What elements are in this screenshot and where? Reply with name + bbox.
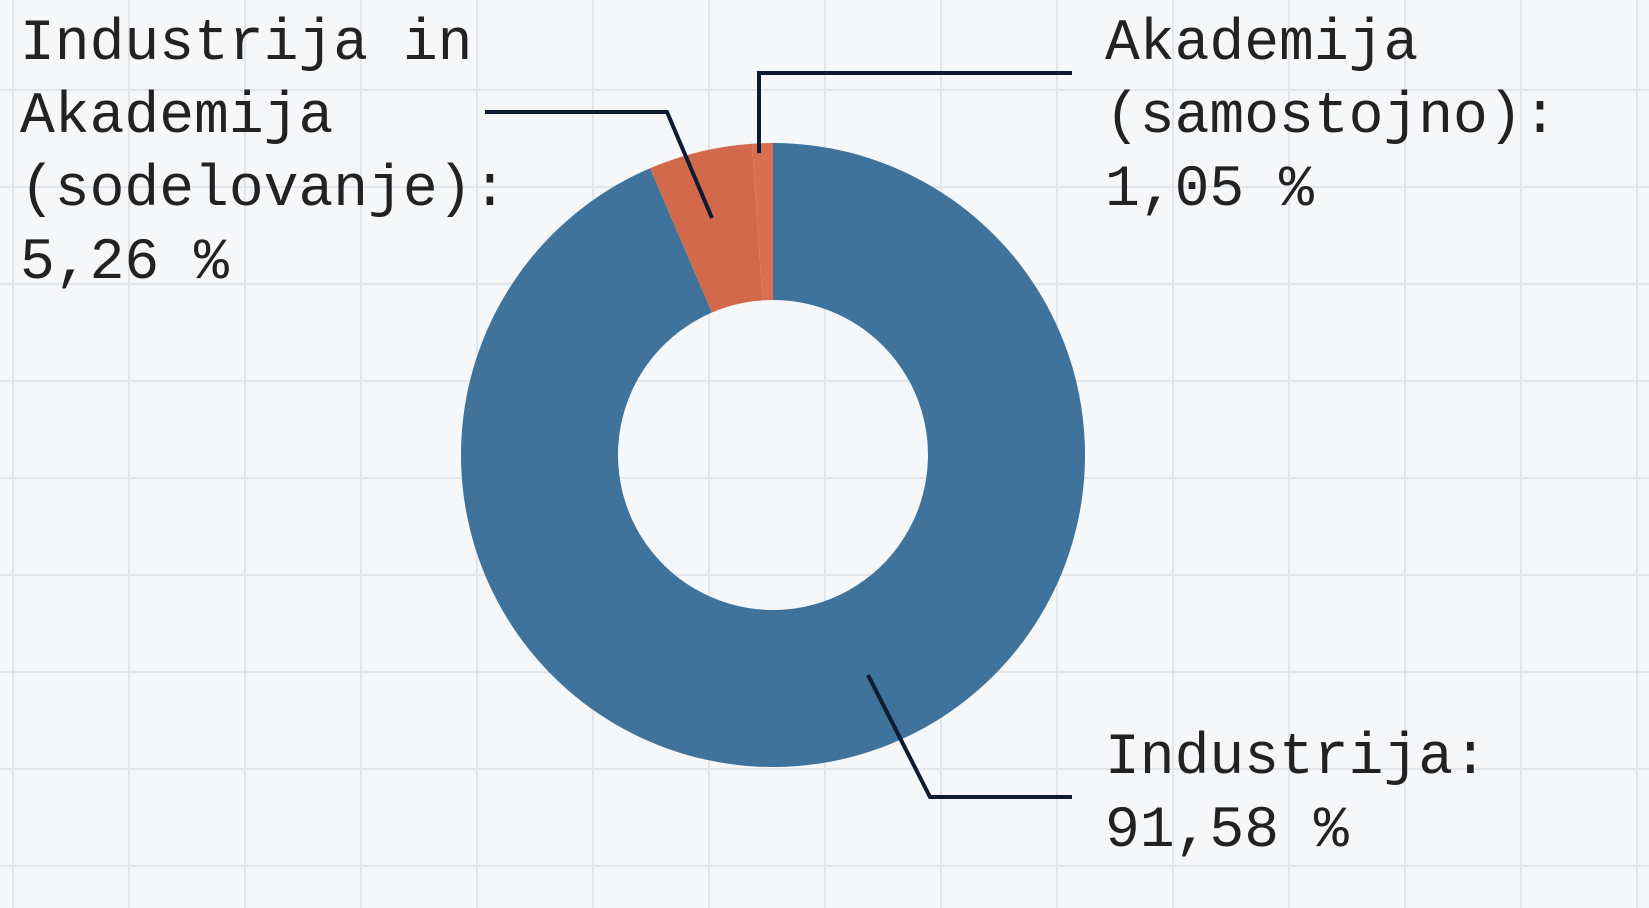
slice-label: Industrija in Akademija (sodelovanje): 5,… (20, 8, 520, 300)
value-label: 91,58 % (1105, 799, 1349, 864)
leader-line (866, 674, 1072, 799)
category-label: Industrija: (1105, 726, 1488, 791)
slice-label: Akademija (samostojno): 1,05 % (1105, 8, 1575, 227)
value-label: 5,26 % (20, 231, 229, 296)
category-label: Akademija (samostojno): (1105, 12, 1558, 150)
leader-line (485, 110, 714, 219)
slice (650, 143, 763, 313)
slice (461, 143, 1085, 767)
leader-line (757, 71, 1072, 153)
slices (461, 143, 1085, 767)
slice (751, 143, 773, 301)
value-label: 1,05 % (1105, 158, 1314, 223)
category-label: Industrija in Akademija (sodelovanje): (20, 12, 508, 223)
slice-label: Industrija: 91,58 % (1105, 722, 1565, 868)
